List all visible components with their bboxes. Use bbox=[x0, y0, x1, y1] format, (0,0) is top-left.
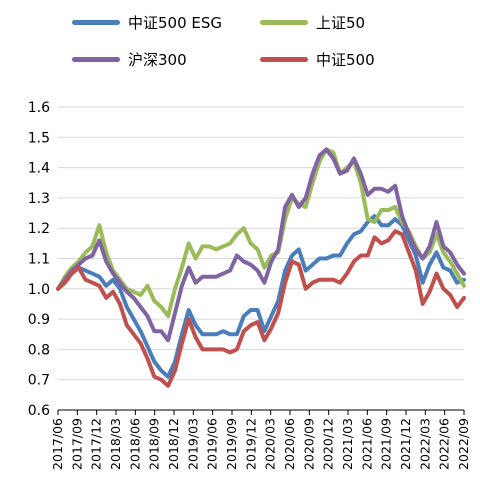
legend-item-csi500-esg: 中证500 ESG bbox=[72, 11, 222, 33]
y-tick-label: 0.8 bbox=[28, 342, 50, 358]
legend-swatch-csi300 bbox=[72, 56, 120, 62]
x-tick-label: 2022/03 bbox=[417, 418, 432, 470]
x-tick-label: 2022/09 bbox=[456, 418, 471, 470]
x-tick-label: 2021/09 bbox=[379, 418, 394, 470]
y-tick-label: 0.9 bbox=[28, 312, 50, 328]
x-tick-label: 2017/09 bbox=[69, 418, 84, 470]
x-tick-label: 2020/12 bbox=[321, 418, 336, 470]
series-line-2 bbox=[56, 147, 466, 343]
legend-label-csi500: 中证500 bbox=[316, 50, 375, 69]
x-tick-label: 2020/03 bbox=[263, 418, 278, 470]
x-tick-label: 2021/03 bbox=[340, 418, 355, 470]
y-tick-label: 1.1 bbox=[28, 252, 50, 268]
x-tick-label: 2021/06 bbox=[359, 418, 374, 470]
x-tick-label: 2021/12 bbox=[398, 418, 413, 470]
x-tick-label: 2017/12 bbox=[89, 418, 104, 470]
x-tick-label: 2018/06 bbox=[127, 418, 142, 470]
y-tick-label: 0.6 bbox=[28, 403, 50, 419]
x-tick-label: 2019/06 bbox=[205, 418, 220, 470]
y-tick-label: 1.3 bbox=[28, 191, 50, 207]
x-tick-label: 2018/03 bbox=[108, 418, 123, 470]
legend-swatch-csi500 bbox=[260, 56, 308, 62]
series-line-0 bbox=[56, 214, 466, 379]
y-tick-label: 1.4 bbox=[28, 161, 50, 177]
legend-item-csi300: 沪深300 bbox=[72, 48, 187, 70]
plot-area bbox=[56, 147, 466, 388]
legend-swatch-csi500-esg bbox=[72, 19, 120, 25]
x-tick-label: 2019/09 bbox=[224, 418, 239, 470]
y-tick-label: 1.6 bbox=[28, 100, 50, 116]
x-tick-label: 2018/12 bbox=[166, 418, 181, 470]
legend-swatch-sse50 bbox=[260, 19, 308, 25]
legend-label-csi300: 沪深300 bbox=[128, 50, 187, 69]
x-tick-label: 2019/03 bbox=[185, 418, 200, 470]
legend-label-sse50: 上证50 bbox=[316, 13, 366, 32]
legend-label-csi500-esg: 中证500 ESG bbox=[128, 13, 223, 32]
y-tick-label: 1.2 bbox=[28, 221, 50, 237]
x-tick-label: 2018/09 bbox=[147, 418, 162, 470]
x-tick-label: 2022/06 bbox=[437, 418, 452, 470]
y-tick-label: 0.7 bbox=[28, 373, 50, 389]
x-tick-label: 2017/06 bbox=[50, 418, 65, 470]
legend-item-sse50: 上证50 bbox=[260, 11, 365, 33]
x-tick-label: 2019/12 bbox=[243, 418, 258, 470]
series-line-3 bbox=[56, 229, 466, 388]
y-tick-label: 1.5 bbox=[28, 130, 50, 146]
x-tick-label: 2020/09 bbox=[301, 418, 316, 470]
chart-legend: 中证500 ESG 上证50 沪深300 中证500 bbox=[0, 0, 480, 80]
x-tick-label: 2020/06 bbox=[282, 418, 297, 470]
y-tick-label: 1.0 bbox=[28, 282, 50, 298]
legend-item-csi500: 中证500 bbox=[260, 48, 375, 70]
